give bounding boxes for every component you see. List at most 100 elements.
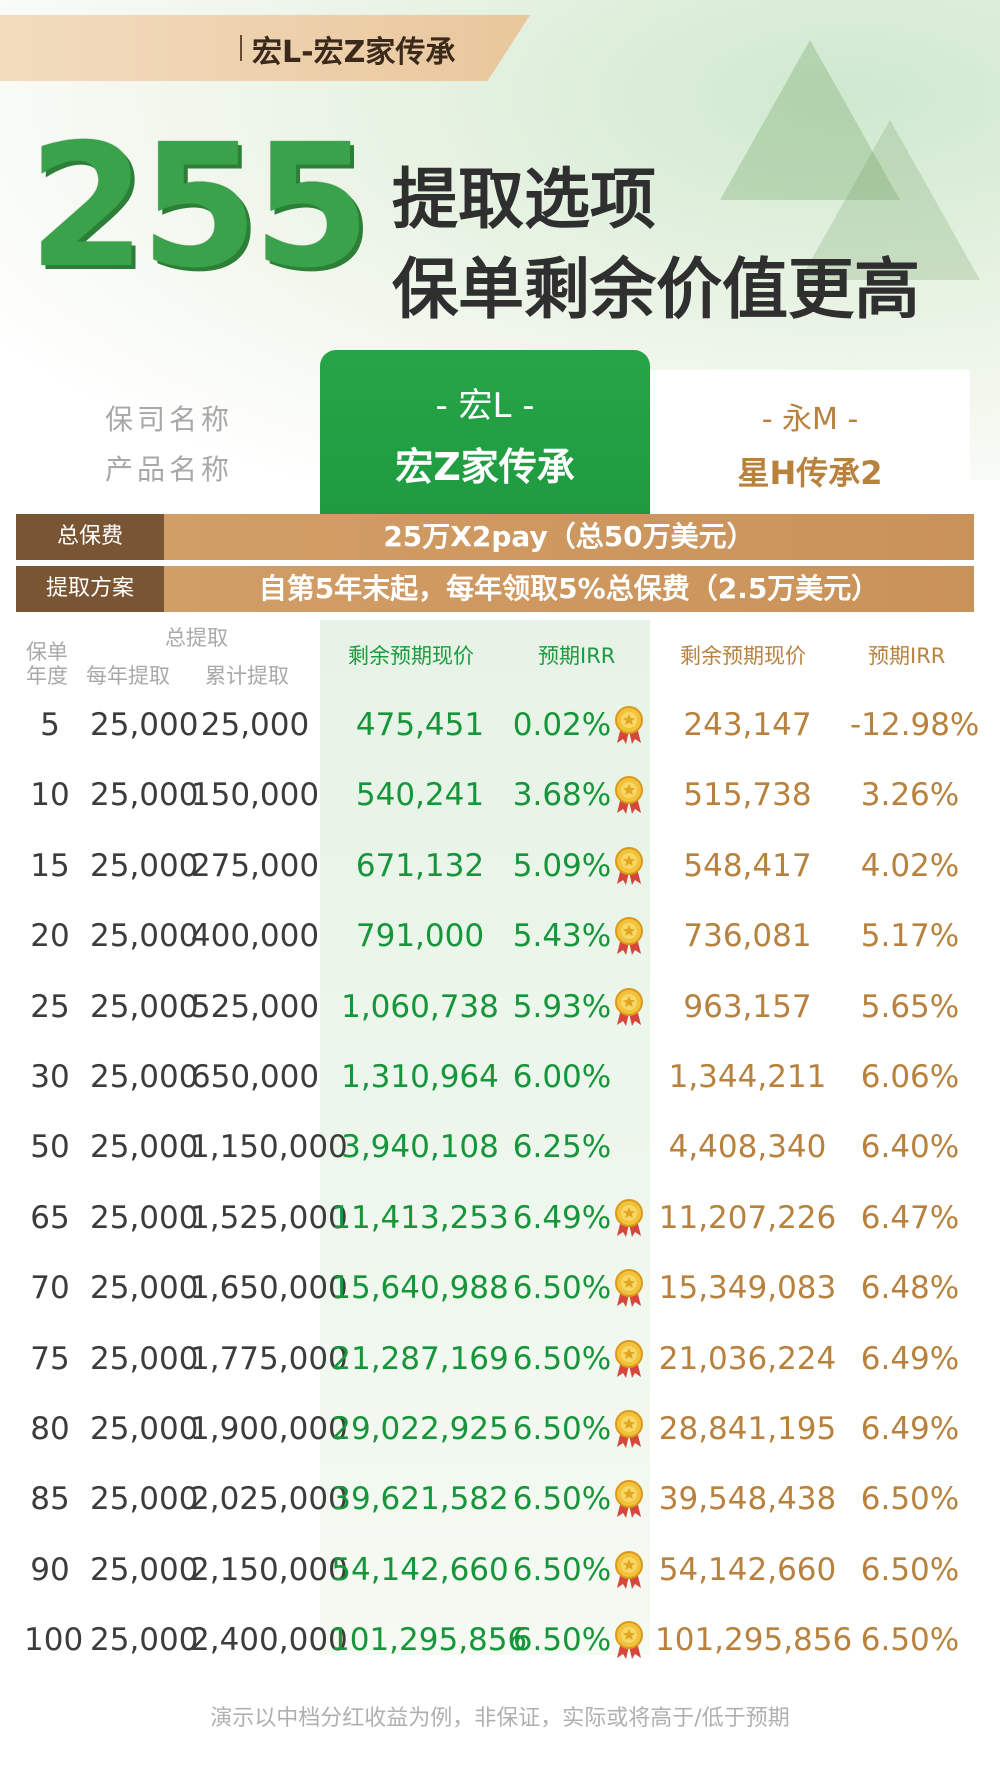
cell-a-irr: 6.50% [512, 1481, 612, 1518]
cell-a-cash-value: 1,060,738 [341, 988, 499, 1025]
cell-annual-withdraw: 25,000 [90, 777, 199, 814]
product-a-company: - 宏L - [435, 386, 535, 426]
header-a-irr: 预期IRR [538, 644, 616, 668]
cell-b-irr: 6.48% [860, 1270, 960, 1307]
table-row: 20 25,000 400,000 791,000 5.43% 736,081 5.17% [0, 901, 1000, 971]
cell-b-irr: 6.50% [860, 1622, 960, 1659]
cell-a-irr: 6.50% [512, 1270, 612, 1307]
cell-b-cash-value: 54,142,660 [658, 1551, 837, 1588]
table-row: 90 25,000 2,150,000 54,142,660 6.50% 54,142,6… [0, 1535, 1000, 1605]
cell-policy-year: 75 [30, 1340, 70, 1377]
cell-annual-withdraw: 25,000 [90, 988, 199, 1025]
cell-b-cash-value: 1,344,211 [668, 1059, 827, 1095]
medal-icon [612, 1550, 646, 1590]
product-a-name: 宏Z家传承 [395, 445, 575, 489]
cell-a-cash-value: 791,000 [355, 918, 485, 955]
table-row: 5 25,000 25,000 475,451 0.02% 243,147 -12.98% [0, 690, 1000, 760]
cell-annual-withdraw: 25,000 [90, 918, 199, 955]
cell-b-cash-value: 101,295,856 [655, 1622, 853, 1659]
withdraw-band: 提取方案 自第5年末起，每年领取5%总保费（2.5万美元） [16, 566, 974, 612]
cell-b-cash-value: 963,157 [683, 988, 812, 1025]
cell-policy-year: 15 [30, 847, 70, 884]
product-name-label: 产品名称 [105, 453, 234, 486]
cell-a-irr: 6.50% [512, 1411, 612, 1447]
cell-annual-withdraw: 25,000 [90, 1129, 199, 1166]
medal-icon [612, 1268, 646, 1308]
medal-icon [612, 775, 646, 815]
table-row: 30 25,000 650,000 1,310,964 6.00% 1,344,211 6.… [0, 1042, 1000, 1112]
product-b-name: 星H传承2 [737, 454, 883, 492]
cell-a-cash-value: 671,132 [355, 847, 485, 884]
cell-a-cash-value: 101,295,856 [330, 1622, 528, 1659]
cell-b-cash-value: 21,036,224 [658, 1340, 837, 1377]
cell-policy-year: 5 [40, 707, 60, 743]
cell-annual-withdraw: 25,000 [90, 1340, 199, 1377]
cell-policy-year: 10 [30, 777, 70, 814]
cell-a-cash-value: 540,241 [355, 777, 485, 814]
cell-a-irr: 5.09% [512, 847, 612, 884]
cell-policy-year: 20 [30, 918, 70, 955]
cell-b-irr: 6.47% [860, 1199, 960, 1236]
cell-cumulative-withdraw: 400,000 [190, 918, 320, 955]
cell-policy-year: 50 [30, 1129, 70, 1166]
cell-a-irr: 5.93% [512, 988, 612, 1025]
cell-a-cash-value: 1,310,964 [341, 1059, 499, 1095]
table-row: 75 25,000 1,775,000 21,287,169 6.50% 21,036,2… [0, 1324, 1000, 1394]
table-row: 70 25,000 1,650,000 15,640,988 6.50% 15,349,0… [0, 1253, 1000, 1323]
tag-text: 宏L-宏Z家传承 [252, 35, 456, 70]
tag-divider [240, 35, 242, 61]
cell-b-cash-value: 39,548,438 [658, 1481, 837, 1518]
table-row: 65 25,000 1,525,000 11,413,253 6.49% 11,207,2… [0, 1183, 1000, 1253]
cell-a-irr: 6.49% [512, 1199, 612, 1236]
cell-a-cash-value: 475,451 [355, 707, 485, 743]
premium-label: 总保费 [16, 514, 164, 560]
cell-b-irr: 5.17% [860, 918, 960, 955]
cell-annual-withdraw: 25,000 [90, 1270, 199, 1307]
table-row: 25 25,000 525,000 1,060,738 5.93% 963,157 5.65… [0, 972, 1000, 1042]
product-a-card: - 宏L - 宏Z家传承 [320, 350, 650, 514]
headline-line2: 保单剩余价值更高 [392, 251, 920, 328]
cell-a-cash-value: 21,287,169 [331, 1340, 509, 1377]
cell-a-irr: 6.50% [512, 1622, 612, 1659]
cell-a-irr: 6.25% [512, 1129, 612, 1166]
table-row: 80 25,000 1,900,000 29,022,925 6.50% 28,841,1… [0, 1394, 1000, 1464]
premium-band: 总保费 25万X2pay（总50万美元） [16, 514, 974, 560]
cell-a-irr: 5.43% [512, 918, 612, 955]
cell-policy-year: 80 [30, 1411, 70, 1447]
medal-icon [612, 1198, 646, 1238]
cell-b-cash-value: 15,349,083 [658, 1270, 837, 1307]
table-row: 10 25,000 150,000 540,241 3.68% 515,738 3.26% [0, 760, 1000, 830]
cell-policy-year: 90 [30, 1551, 70, 1588]
cell-a-irr: 0.02% [512, 707, 612, 743]
cell-a-irr: 6.50% [512, 1340, 612, 1377]
cell-b-irr: 5.65% [860, 988, 960, 1025]
cell-cumulative-withdraw: 1,525,000 [190, 1199, 348, 1236]
medal-icon [612, 1339, 646, 1379]
cell-cumulative-withdraw: 2,150,000 [190, 1551, 348, 1588]
cell-policy-year: 65 [30, 1199, 70, 1236]
cell-b-irr: 3.26% [860, 777, 960, 814]
cell-b-cash-value: 243,147 [683, 707, 812, 743]
cell-b-cash-value: 4,408,340 [668, 1129, 827, 1166]
cell-cumulative-withdraw: 150,000 [190, 777, 320, 814]
cell-cumulative-withdraw: 1,650,000 [190, 1270, 348, 1307]
product-tag: 宏L-宏Z家传承 [0, 15, 530, 81]
cell-cumulative-withdraw: 650,000 [190, 1059, 320, 1095]
medal-icon [612, 987, 646, 1027]
header-total-withdraw: 总提取 [165, 626, 228, 650]
cell-b-irr: 6.06% [860, 1059, 960, 1095]
cell-annual-withdraw: 25,000 [90, 1551, 199, 1588]
cell-b-irr: 4.02% [860, 847, 960, 884]
cell-a-irr: 3.68% [512, 777, 612, 814]
cell-annual-withdraw: 25,000 [90, 707, 199, 743]
withdraw-label: 提取方案 [16, 566, 164, 612]
cell-b-cash-value: 548,417 [683, 847, 812, 884]
header-year-bottom: 年度 [26, 664, 68, 688]
medal-icon [612, 916, 646, 956]
table-row: 15 25,000 275,000 671,132 5.09% 548,417 4.02% [0, 831, 1000, 901]
header-b-value: 剩余预期现价 [680, 644, 806, 668]
cell-a-cash-value: 54,142,660 [331, 1551, 509, 1588]
company-name-label: 保司名称 [105, 403, 234, 436]
medal-icon [612, 1620, 646, 1660]
cell-annual-withdraw: 25,000 [90, 1059, 199, 1095]
